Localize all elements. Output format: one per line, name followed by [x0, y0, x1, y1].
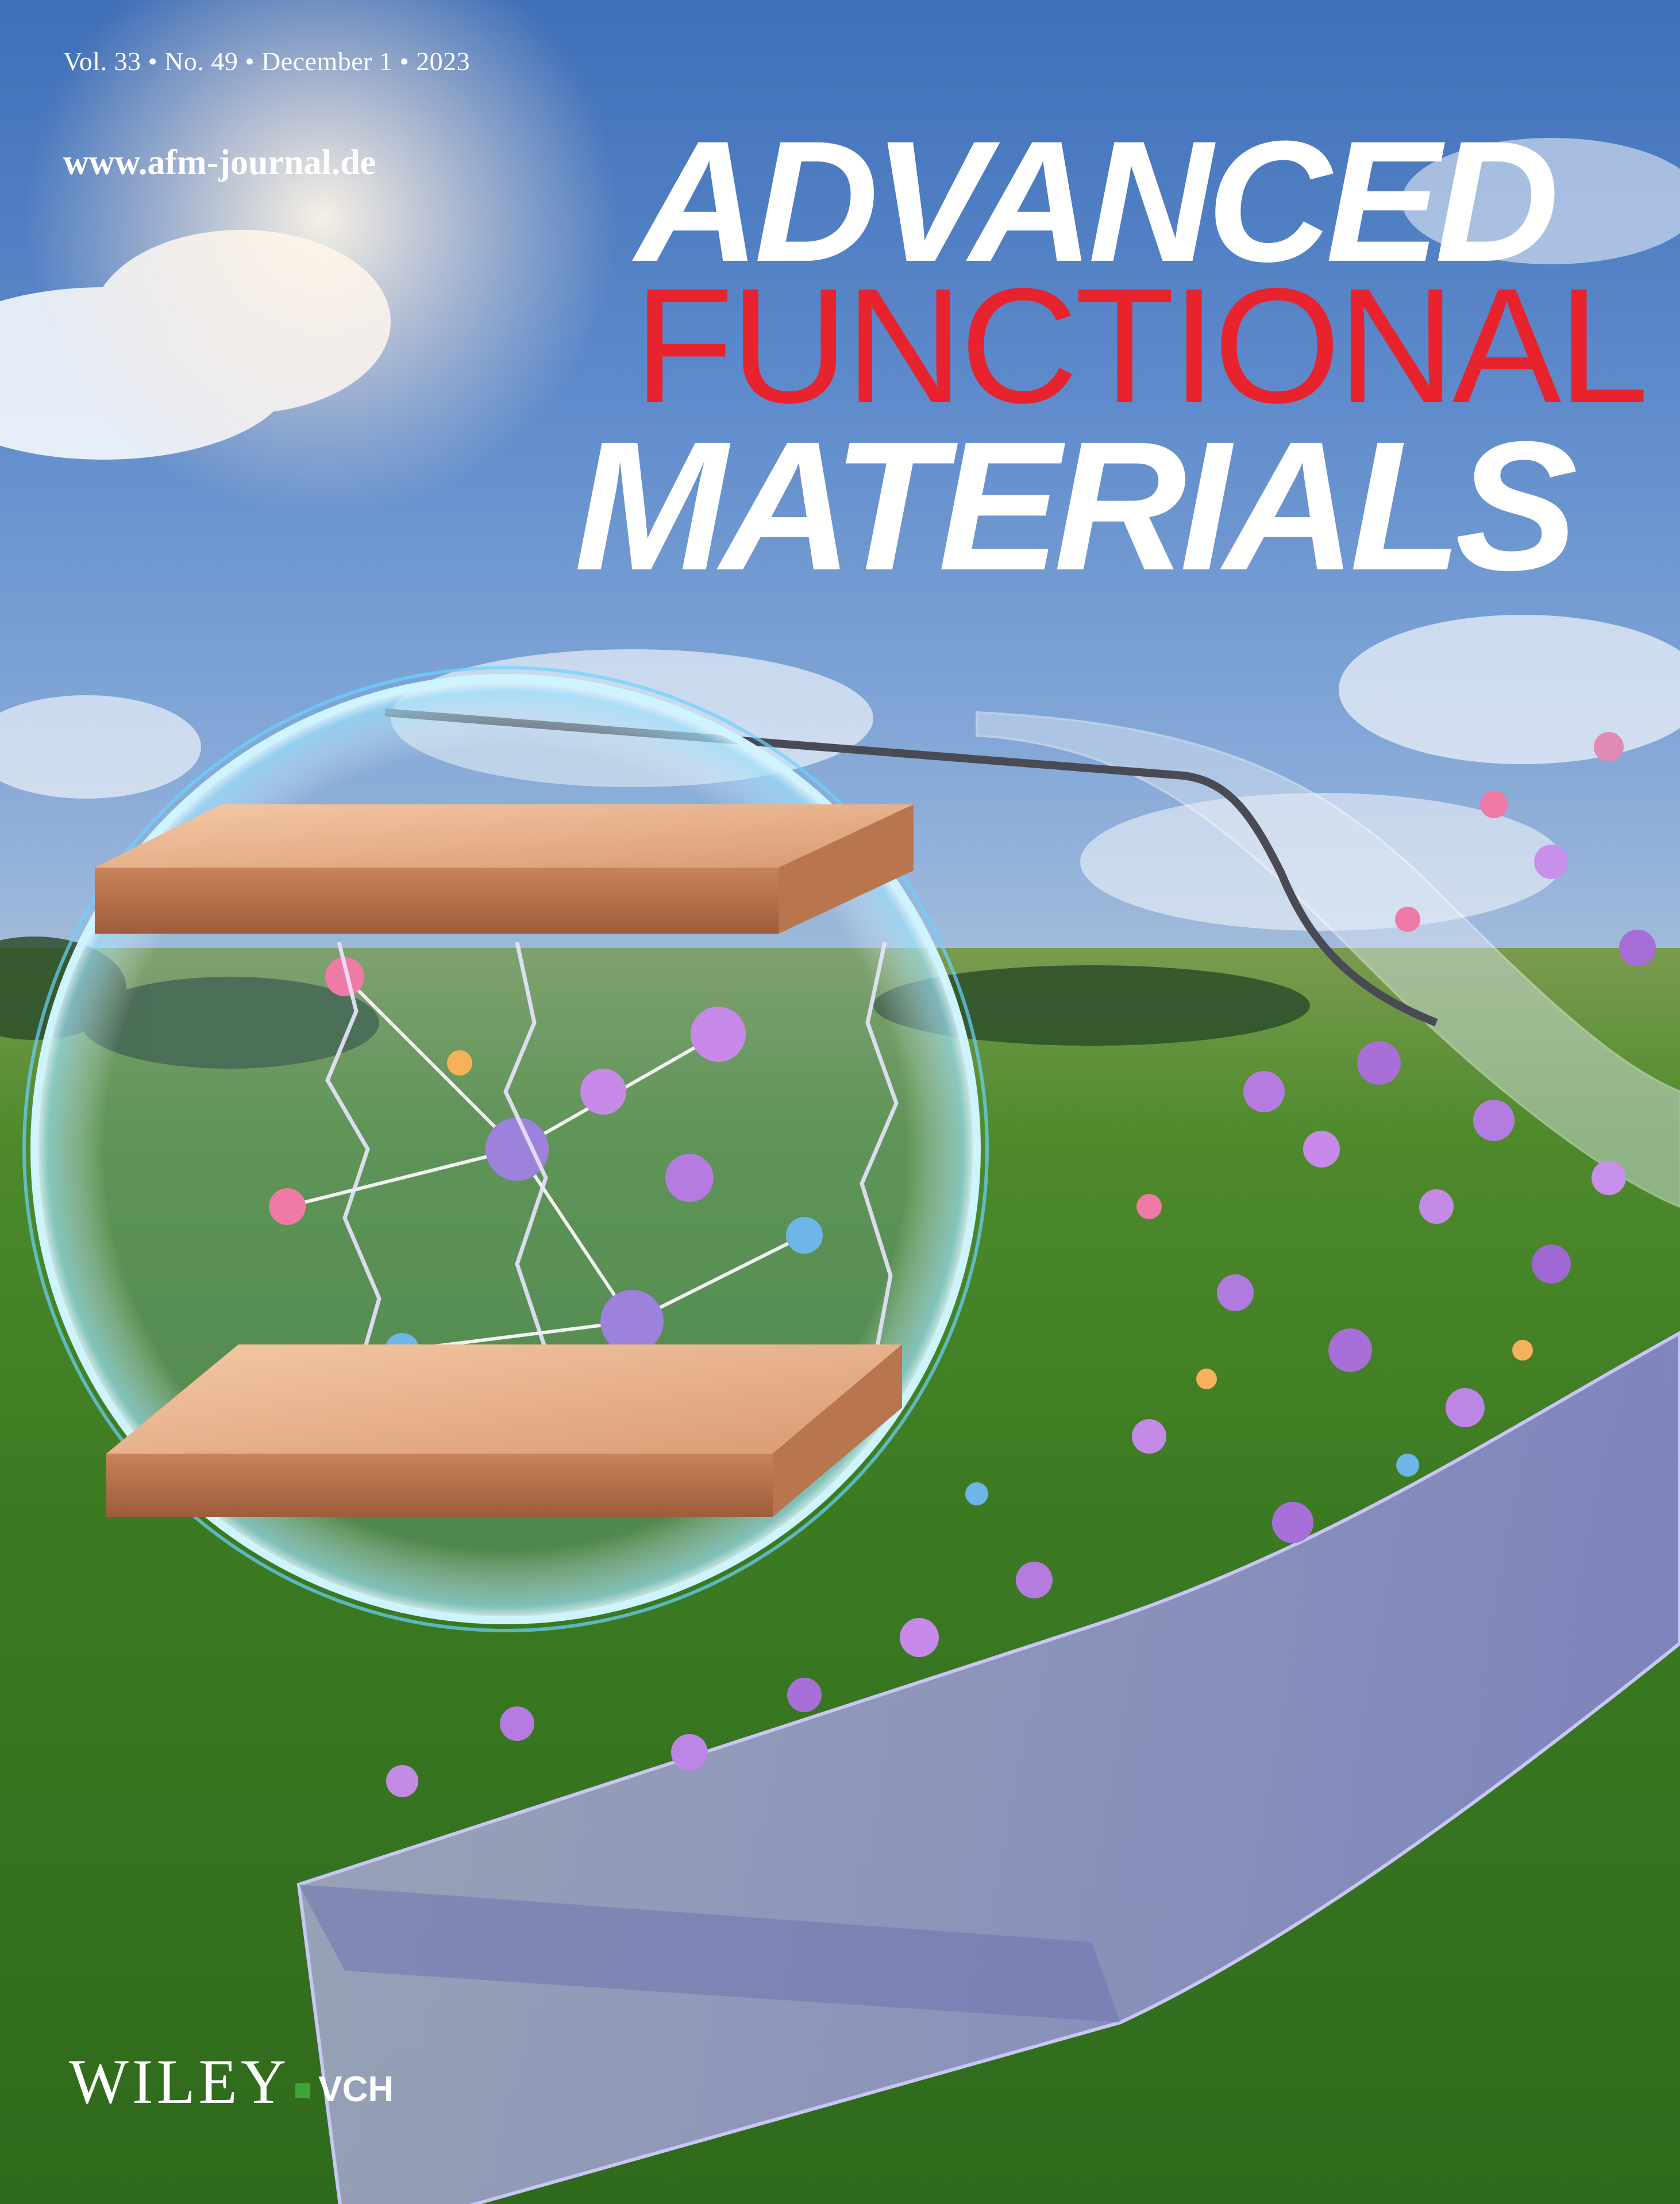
journal-website[interactable]: www.afm-journal.de [63, 143, 376, 182]
publisher-name: WILEY [69, 2047, 290, 2117]
masthead-materials: MATERIALS [574, 403, 1578, 608]
publisher-square-icon [295, 2083, 311, 2098]
electrode-wire [384, 708, 1438, 1027]
masthead-advanced: ADVANCED [635, 105, 1559, 298]
bent-film-top [976, 711, 1680, 1208]
lightning-arcs [325, 942, 899, 1380]
crystal-molecule [269, 957, 823, 1420]
sun-glow [23, 0, 621, 517]
top-electrode [95, 804, 914, 934]
publisher-logo: WILEY VCH [69, 2045, 394, 2118]
issue-line: Vol. 33 • No. 49 • December 1 • 2023 [63, 47, 471, 76]
publisher-sub: VCH [318, 2070, 394, 2109]
substrate-edge [299, 1885, 1120, 2022]
bottom-electrode [106, 1344, 902, 1517]
molecule-cluster [386, 732, 1656, 1797]
masthead-functional: FUNCTIONAL [634, 255, 1649, 437]
